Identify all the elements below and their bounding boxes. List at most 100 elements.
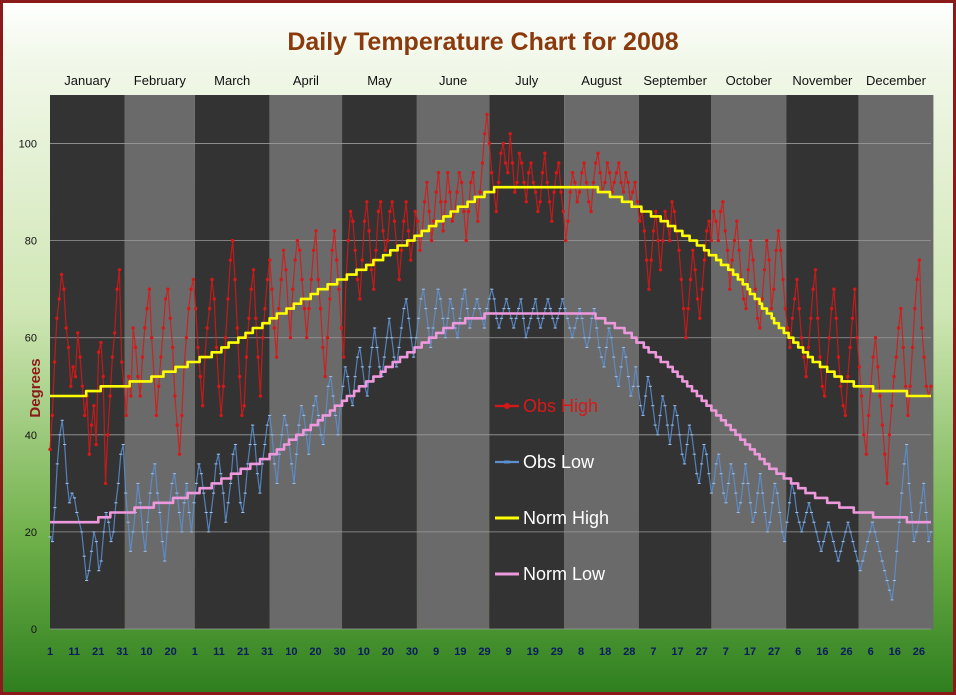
x-tick-label: 1 (47, 646, 53, 658)
x-tick-label: 17 (671, 646, 683, 658)
x-tick-label: 20 (165, 646, 177, 658)
point-obs-high (543, 151, 547, 155)
point-obs-high (864, 452, 868, 456)
point-obs-high (829, 306, 834, 311)
point-obs-high (753, 287, 757, 291)
point-obs-high (688, 277, 693, 282)
point-obs-high (210, 277, 214, 282)
point-obs-high (64, 326, 68, 330)
point-obs-high (163, 297, 168, 301)
point-obs-high (413, 209, 417, 214)
point-obs-high (702, 258, 707, 262)
point-obs-high (115, 287, 119, 291)
point-obs-high (626, 180, 630, 185)
x-tick-label: 21 (92, 646, 104, 658)
point-obs-high (901, 345, 905, 350)
point-obs-high (603, 180, 607, 185)
point-obs-high (228, 258, 233, 262)
point-obs-high (180, 413, 184, 418)
point-obs-high (214, 345, 219, 350)
point-obs-high (332, 229, 337, 233)
legend-item-norm-low: Norm Low (495, 564, 606, 584)
legend-label: Obs High (523, 396, 598, 416)
point-obs-high (841, 404, 845, 408)
legend-label: Norm High (523, 508, 609, 528)
point-obs-high (890, 404, 894, 408)
point-obs-high (767, 258, 771, 262)
point-obs-high (450, 219, 454, 223)
point-obs-high (663, 209, 667, 214)
point-obs-high (547, 200, 552, 204)
point-obs-high (906, 413, 910, 418)
x-tick-label: 1 (192, 646, 198, 658)
point-obs-high (760, 297, 764, 301)
point-obs-high (73, 374, 78, 379)
month-label: October (726, 73, 773, 88)
point-obs-high (66, 345, 71, 350)
point-obs-high (490, 171, 494, 175)
point-obs-high (124, 413, 128, 418)
point-obs-high (237, 374, 242, 379)
point-obs-high (136, 374, 140, 379)
x-tick-label: 26 (840, 646, 852, 658)
point-obs-high (446, 171, 450, 175)
point-obs-high (469, 180, 473, 185)
series-norm-low (50, 312, 931, 524)
point-obs-high (126, 374, 131, 379)
point-obs-high (143, 326, 147, 330)
point-obs-high (436, 171, 441, 175)
x-tick-label: 26 (913, 646, 925, 658)
point-obs-high (612, 180, 616, 185)
y-tick-label: 0 (31, 624, 37, 636)
point-obs-high (117, 268, 122, 272)
point-obs-high (873, 336, 878, 340)
point-obs-high (392, 219, 397, 223)
point-obs-high (617, 161, 621, 165)
point-obs-high (103, 481, 108, 486)
point-obs-high (774, 248, 778, 252)
point-obs-high (50, 413, 54, 418)
y-tick-label: 60 (25, 333, 37, 345)
point-obs-high (110, 355, 115, 359)
point-obs-high (416, 219, 420, 223)
point-obs-high (883, 452, 887, 456)
point-obs-high (929, 384, 933, 388)
point-obs-high (642, 229, 646, 233)
point-obs-high (735, 219, 739, 223)
point-obs-high (922, 355, 926, 359)
point-obs-high (792, 297, 797, 301)
point-obs-high (755, 316, 760, 320)
x-tick-label: 30 (334, 646, 346, 658)
point-obs-high (510, 161, 515, 165)
point-obs-high (730, 258, 734, 262)
point-obs-high (575, 200, 579, 204)
point-obs-high (637, 219, 642, 223)
point-obs-high (742, 297, 746, 301)
point-obs-high (471, 171, 475, 175)
month-band-september (638, 95, 712, 629)
point-obs-high (591, 180, 596, 185)
point-obs-high (147, 287, 152, 291)
point-obs-high (598, 171, 602, 175)
point-obs-high (374, 248, 378, 252)
point-obs-high (711, 209, 716, 214)
point-obs-high (605, 161, 609, 165)
point-obs-high (506, 171, 510, 175)
x-tick-label: 9 (506, 646, 512, 658)
point-obs-high (323, 374, 327, 379)
point-obs-high (693, 268, 697, 272)
point-obs-high (106, 433, 110, 437)
point-obs-high (769, 306, 774, 311)
point-obs-high (594, 161, 598, 165)
month-label: April (293, 73, 319, 88)
point-obs-high (288, 336, 293, 340)
point-obs-high (915, 277, 919, 282)
point-obs-high (910, 345, 915, 350)
point-obs-high (732, 238, 737, 243)
point-obs-high (439, 200, 443, 204)
point-obs-high (651, 229, 656, 233)
point-obs-high (513, 190, 517, 194)
point-obs-high (661, 238, 665, 243)
